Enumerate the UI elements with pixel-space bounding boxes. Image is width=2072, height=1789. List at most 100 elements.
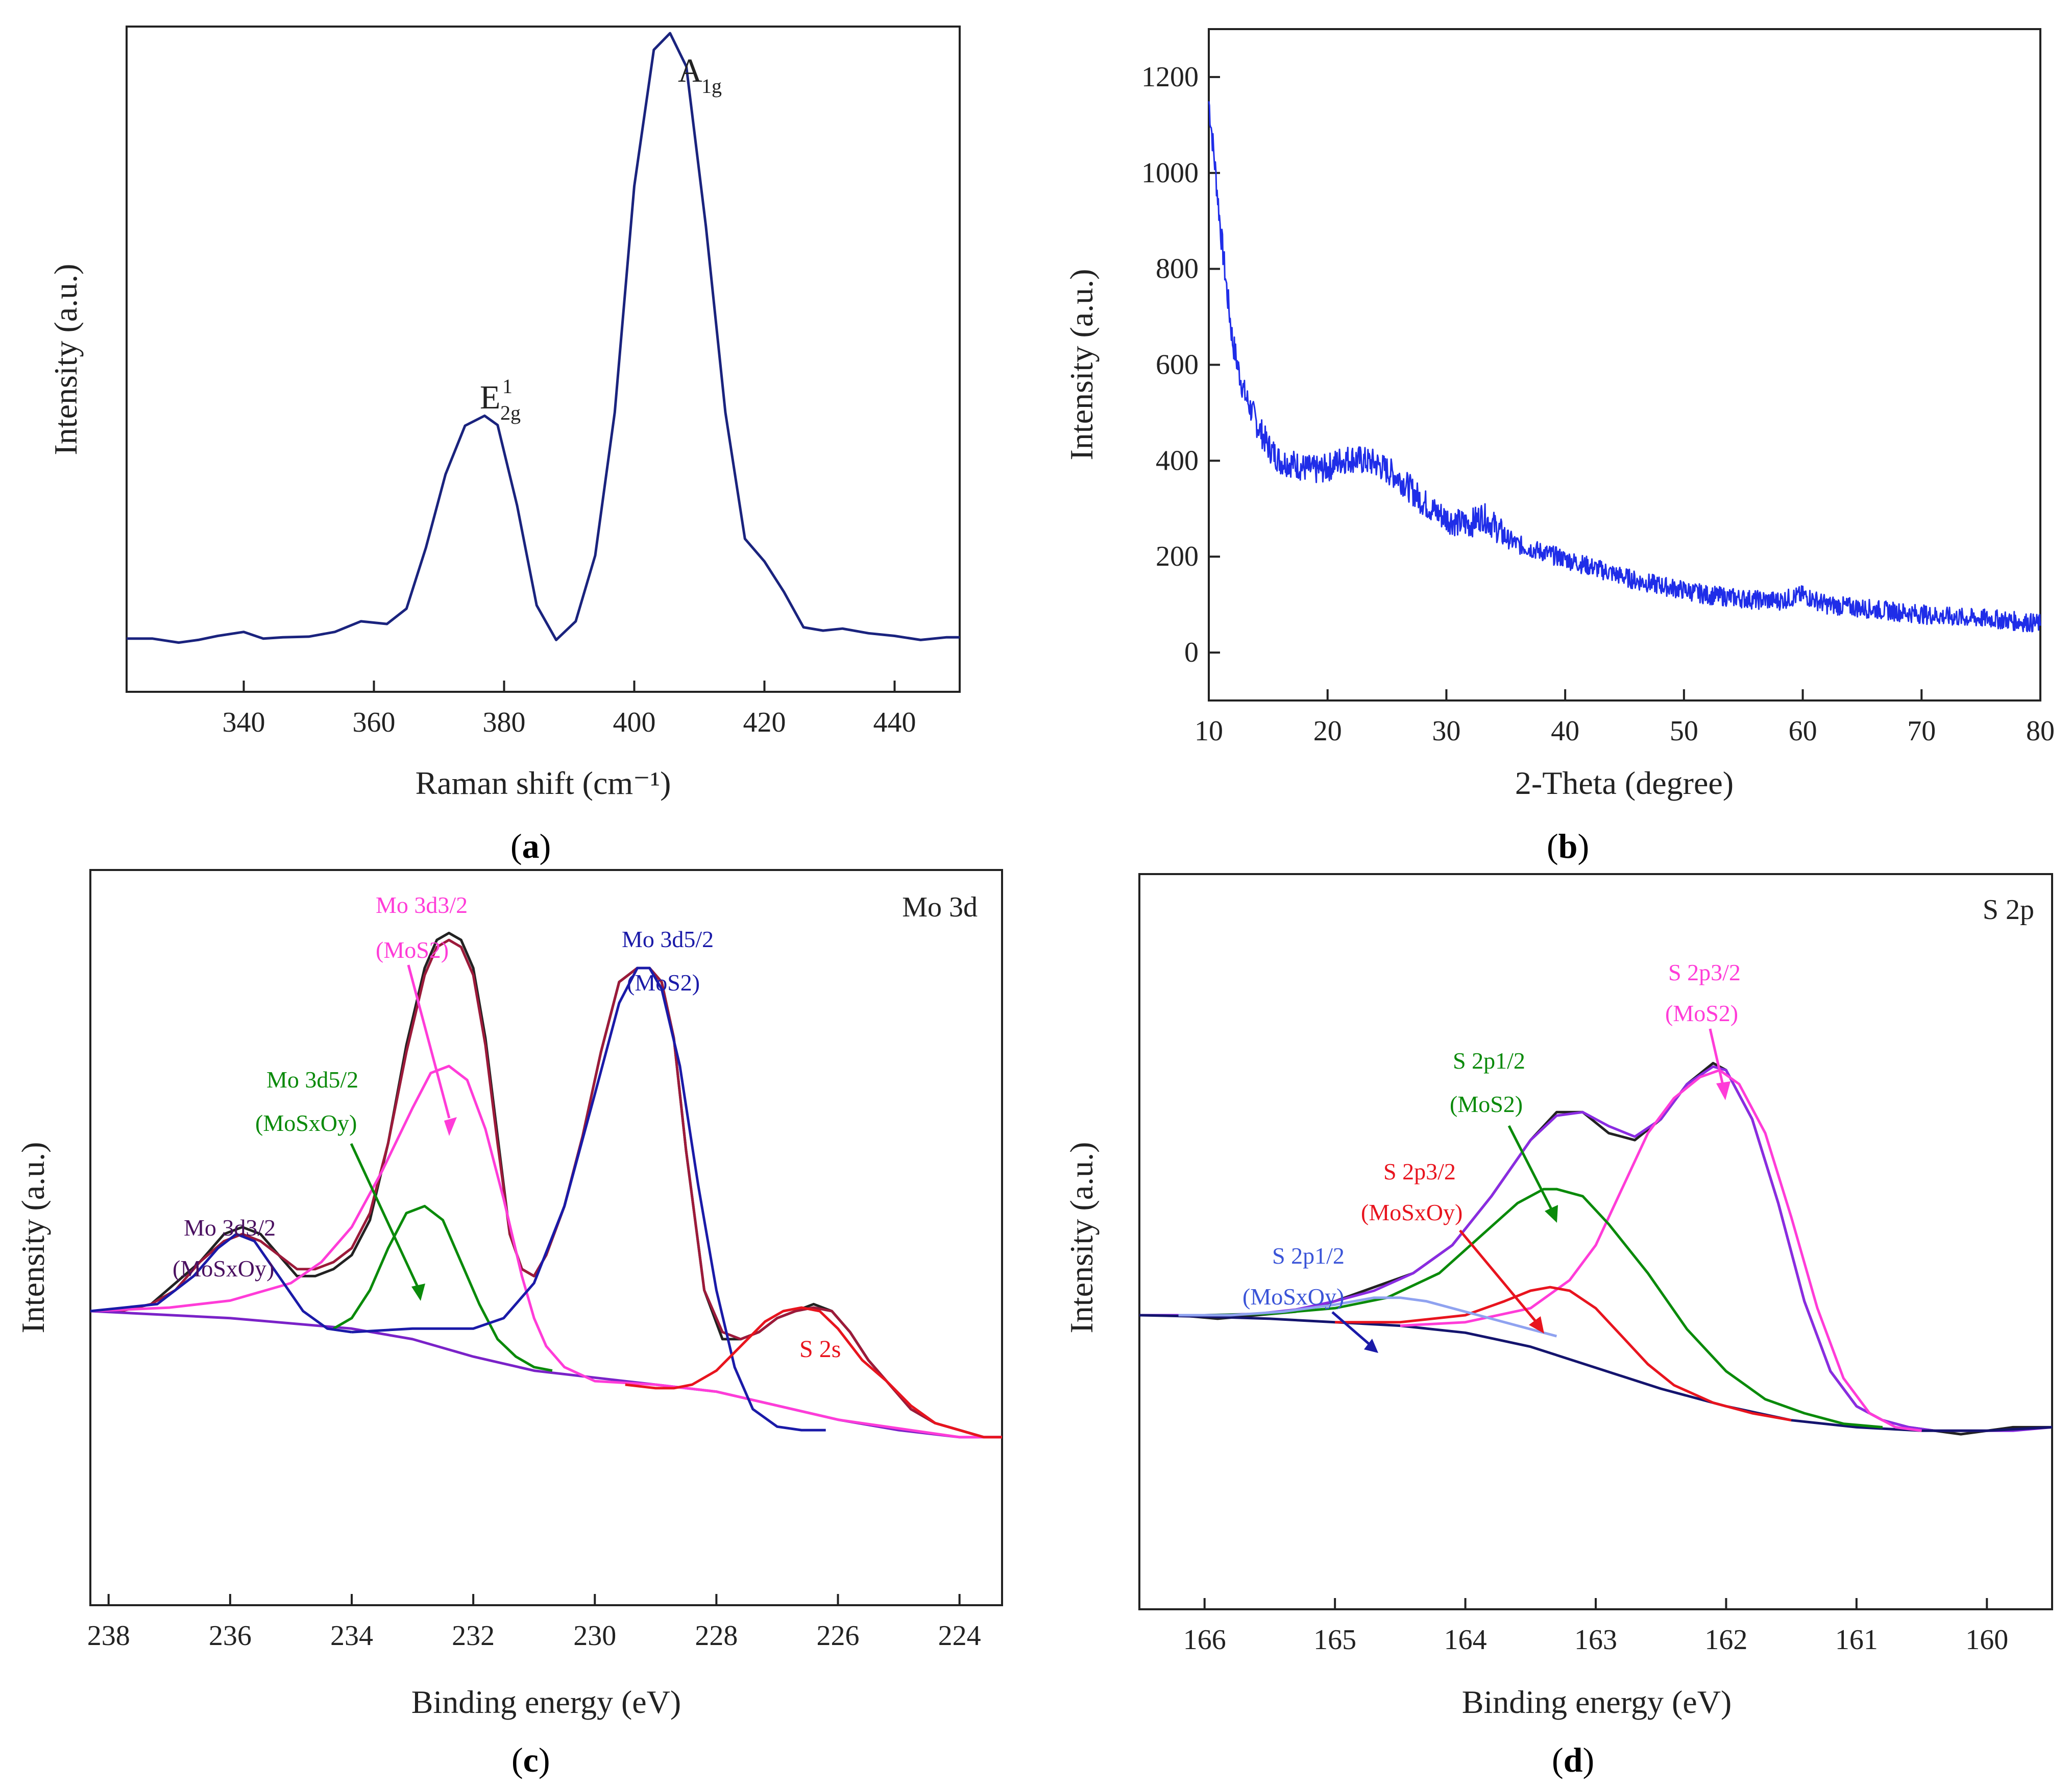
x-tick-label-b-50: 50 xyxy=(1670,715,1698,747)
x-axis-label-d: Binding energy (eV) xyxy=(1462,1684,1732,1720)
panel-letter-d: d xyxy=(1564,1740,1583,1779)
annotation-s2p32-mos2-label: S 2p3/2 xyxy=(1668,959,1741,985)
annotation-arrowhead-d1 xyxy=(1716,1081,1730,1100)
x-tick-label-b-60: 60 xyxy=(1789,715,1817,747)
series-line-c-mo-3d5-2-mos2- xyxy=(351,966,826,1432)
series-layer-b xyxy=(1208,101,2041,633)
annotation-mo3d52-mosxoy: Mo 3d5/2 (MoSxOy) xyxy=(255,1067,425,1301)
panel-letter-a: a xyxy=(522,827,540,865)
chart-title-c: Mo 3d xyxy=(902,891,978,923)
annotation-e2g-main: E xyxy=(480,379,500,416)
annotation-arrowhead-d3 xyxy=(1529,1316,1544,1334)
series-line-d-s-2p1-2-mos2- xyxy=(1204,1188,1883,1429)
x-tick-label-d-166: 166 xyxy=(1183,1624,1226,1656)
x-axis-label-a: Raman shift (cm⁻¹) xyxy=(416,765,671,801)
annotation-arrowhead-c2 xyxy=(411,1284,425,1301)
annotation-arrow-c2 xyxy=(350,1143,419,1288)
annotation-e2g-sub: 2g xyxy=(500,401,521,424)
x-tick-label-b-80: 80 xyxy=(2026,715,2055,747)
series-layer-d xyxy=(1139,1061,2053,1436)
x-tick-label-d-164: 164 xyxy=(1444,1624,1487,1656)
annotation-s2p12-mos2-species: (MoS2) xyxy=(1450,1091,1523,1117)
x-tick-label-d-161: 161 xyxy=(1835,1624,1878,1656)
annotation-s2p12-mosxoy-species: (MoSxOy) xyxy=(1242,1284,1344,1310)
series-line-d-background xyxy=(1139,1314,2053,1432)
annotation-mo3d52-mos2: Mo 3d5/2 (MoS2) xyxy=(622,926,714,996)
panel-label-d: (d) xyxy=(1552,1740,1594,1779)
x-tick-label-c-232: 232 xyxy=(452,1620,495,1652)
annotation-s2p32-mosxoy: S 2p3/2 (MoSxOy) xyxy=(1361,1158,1544,1334)
x-tick-label-a-400: 400 xyxy=(613,707,656,738)
x-tick-label-b-10: 10 xyxy=(1195,715,1223,747)
annotation-e2g-sup: 1 xyxy=(502,375,513,398)
annotation-mo3d32-mosxoy-species: (MoSxOy) xyxy=(173,1255,274,1282)
plot-frame-b xyxy=(1208,28,2041,702)
y-axis-label-d: Intensity (a.u.) xyxy=(1063,1142,1100,1334)
x-tick-label-a-340: 340 xyxy=(223,707,265,738)
plot-frame-c xyxy=(89,869,1003,1606)
series-line-c-mo-3d5-2-mosxoy- xyxy=(333,1204,553,1372)
x-tick-label-b-70: 70 xyxy=(1907,715,1936,747)
y-axis-label-b: Intensity (a.u.) xyxy=(1063,269,1100,461)
x-tick-label-d-165: 165 xyxy=(1313,1624,1356,1656)
annotation-s2p12-mosxoy-label: S 2p1/2 xyxy=(1272,1243,1345,1269)
annotation-s2p32-mos2-species: (MoS2) xyxy=(1665,1000,1738,1026)
panel-label-c: (c) xyxy=(511,1740,550,1779)
annotation-a1g: A 1g xyxy=(678,52,722,98)
annotation-mo3d52-mosxoy-species: (MoSxOy) xyxy=(255,1110,357,1136)
annotation-a1g-sub: 1g xyxy=(701,75,722,98)
panel-letter-c: c xyxy=(523,1740,539,1779)
annotation-s2p32-mos2: S 2p3/2 (MoS2) xyxy=(1665,959,1741,1100)
x-tick-label-b-40: 40 xyxy=(1551,715,1579,747)
x-tick-label-d-162: 162 xyxy=(1704,1624,1747,1656)
annotation-arrow-d4 xyxy=(1331,1311,1372,1346)
series-line-d-s-2p3-2-mosxoy- xyxy=(1335,1286,1792,1422)
y-axis-ticks-b: 0 200 400 600 800 1000 1200 xyxy=(1141,61,1220,668)
panel-a: 340 360 380 400 420 440 Intensity (a.u.) Rama… xyxy=(47,26,961,865)
annotation-mo3d32-mos2-species: (MoS2) xyxy=(376,937,449,963)
y-axis-label-c: Intensity (a.u.) xyxy=(15,1142,51,1334)
series-line-a-raman xyxy=(127,32,960,644)
x-tick-label-c-226: 226 xyxy=(817,1620,860,1652)
panel-letter-b: b xyxy=(1558,827,1578,865)
y-tick-label-b-800: 800 xyxy=(1156,253,1199,285)
x-tick-label-a-440: 440 xyxy=(873,707,916,738)
y-tick-label-b-1200: 1200 xyxy=(1141,61,1199,93)
x-tick-label-c-236: 236 xyxy=(209,1620,252,1652)
annotation-arrowhead-d2 xyxy=(1545,1205,1558,1223)
panel-label-b: (b) xyxy=(1547,827,1589,865)
series-line-b-xrd xyxy=(1208,101,2041,633)
annotation-mo3d32-mosxoy-label: Mo 3d3/2 xyxy=(184,1215,276,1241)
panel-d: 166 165 164 163 162 161 160 Intensity (a.u.) B… xyxy=(1063,873,2053,1779)
series-line-d-s-2p1-2-mosxoy- xyxy=(1178,1296,1557,1338)
plot-frame-d xyxy=(1138,873,2053,1610)
x-tick-label-c-224: 224 xyxy=(938,1620,981,1652)
annotation-e2g: E 1 2g xyxy=(480,375,521,424)
x-axis-ticks-d: 166 165 164 163 162 161 160 xyxy=(1183,1598,2008,1656)
series-layer-c xyxy=(90,931,1002,1439)
annotation-mo3d52-mos2-species: (MoS2) xyxy=(627,970,700,996)
annotation-mo3d52-mos2-label: Mo 3d5/2 xyxy=(622,926,714,952)
plot-frame-a xyxy=(126,26,961,693)
series-line-c-mo-3d3-2-mos2- xyxy=(90,1065,1002,1439)
x-tick-label-c-230: 230 xyxy=(573,1620,616,1652)
x-axis-ticks-a: 340 360 380 400 420 440 xyxy=(223,681,916,738)
x-axis-ticks-c: 238 236 234 232 230 228 226 224 xyxy=(87,1594,981,1652)
annotation-s2p32-mosxoy-label: S 2p3/2 xyxy=(1383,1158,1456,1184)
x-tick-label-c-228: 228 xyxy=(695,1620,738,1652)
annotation-s2p12-mos2: S 2p1/2 (MoS2) xyxy=(1450,1048,1558,1223)
y-tick-label-b-200: 200 xyxy=(1156,541,1199,572)
series-layer-a xyxy=(127,32,960,644)
series-line-c-background xyxy=(90,1310,1002,1439)
x-tick-label-d-163: 163 xyxy=(1574,1624,1617,1656)
annotation-mo3d32-mos2-label: Mo 3d3/2 xyxy=(376,892,468,918)
x-tick-label-b-30: 30 xyxy=(1432,715,1460,747)
x-tick-label-a-420: 420 xyxy=(743,707,786,738)
x-axis-ticks-b: 10 20 30 40 50 60 70 80 xyxy=(1195,689,2055,747)
series-line-c-mo-3d3-2-mosxoy- xyxy=(90,1232,352,1334)
chart-title-d: S 2p xyxy=(1983,894,2034,926)
annotation-s2p32-mosxoy-species: (MoSxOy) xyxy=(1361,1199,1462,1225)
x-tick-label-a-380: 380 xyxy=(483,707,526,738)
y-tick-label-b-1000: 1000 xyxy=(1141,157,1199,189)
